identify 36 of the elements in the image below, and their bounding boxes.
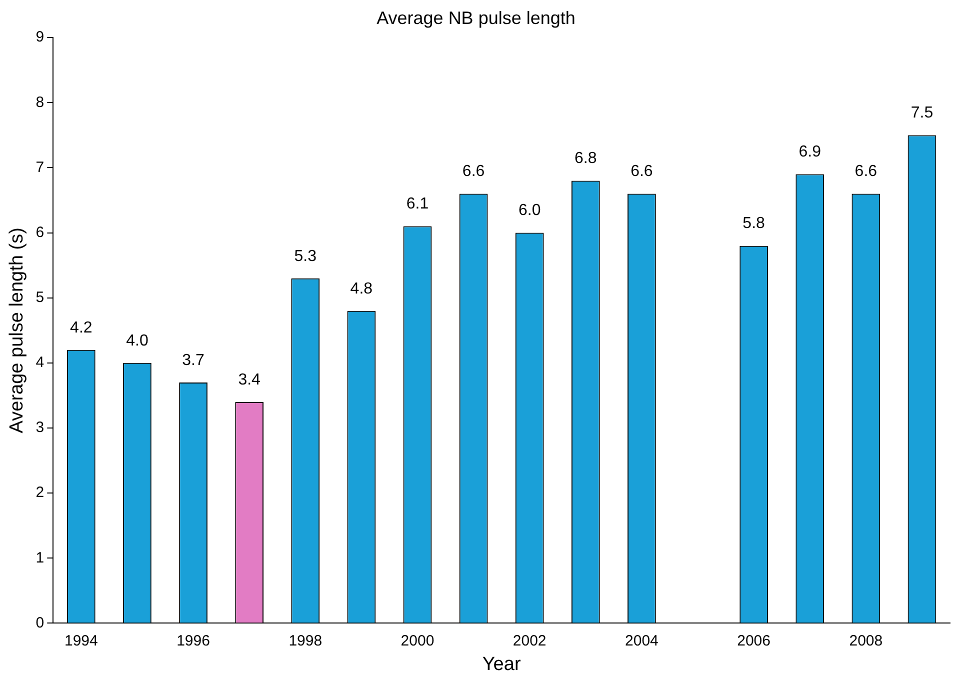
x-tick-label: 1994 — [64, 632, 98, 650]
y-tick-label: 0 — [36, 614, 44, 632]
data-label: 5.3 — [294, 248, 317, 265]
y-tick-label: 9 — [36, 28, 44, 46]
y-tick-label: 3 — [36, 419, 44, 436]
data-label: 7.5 — [910, 104, 934, 122]
y-axis-title: Average pulse length (s) — [6, 228, 28, 434]
data-label: 6.1 — [406, 196, 429, 213]
data-label: 4.0 — [126, 332, 148, 350]
y-tick-label: 5 — [36, 289, 44, 306]
y-tick-label: 2 — [36, 484, 44, 502]
data-label: 5.8 — [742, 215, 766, 232]
x-axis-title: Year — [482, 654, 522, 675]
x-tick-label: 2000 — [400, 632, 434, 650]
data-label: 6.6 — [854, 163, 878, 180]
x-tick-label: 2002 — [512, 632, 546, 650]
x-tick-label: 2004 — [625, 632, 658, 650]
y-tick-label: 4 — [36, 354, 44, 372]
data-label: 6.8 — [574, 150, 597, 168]
x-tick-label: 1998 — [288, 632, 322, 650]
data-label: 3.4 — [238, 371, 261, 388]
data-label: 4.8 — [350, 280, 373, 298]
y-tick-label: 1 — [36, 549, 44, 566]
y-tick-label: 7 — [36, 158, 44, 176]
chart-title: Average NB pulse length — [376, 8, 576, 28]
data-label: 6.0 — [518, 202, 541, 220]
x-tick-label: 2008 — [849, 632, 883, 650]
data-label: 6.6 — [630, 163, 653, 180]
data-label: 6.6 — [462, 163, 485, 180]
data-label: 3.7 — [182, 352, 204, 369]
x-tick-label: 2006 — [737, 632, 770, 650]
data-label: 4.2 — [70, 319, 92, 336]
y-tick-label: 6 — [36, 224, 44, 241]
x-tick-label: 1996 — [176, 632, 210, 650]
y-tick-label: 8 — [36, 94, 44, 111]
data-label: 6.9 — [798, 144, 822, 161]
